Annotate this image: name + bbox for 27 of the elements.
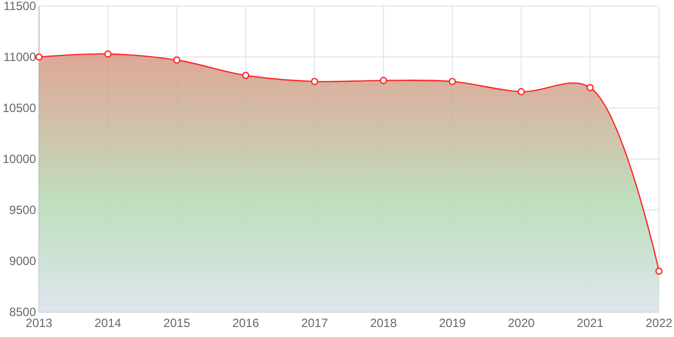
x-tick-label: 2022 [646, 316, 673, 330]
point [310, 78, 318, 86]
x-tick-label: 2015 [163, 316, 190, 330]
x-tick-label: 2019 [438, 316, 466, 330]
x-tick-label: 2014 [94, 316, 122, 330]
y-tick-label: 8500 [9, 305, 36, 319]
y-tick-label: 9500 [9, 203, 36, 217]
x-tick-label: 2016 [232, 316, 260, 330]
point [518, 88, 525, 96]
point [173, 56, 180, 64]
y-tick-label: 11500 [4, 0, 36, 13]
y-tick-label: 9000 [9, 254, 36, 268]
y-tick-label: 10000 [2, 152, 36, 166]
x-tick-label: 2017 [301, 316, 328, 330]
y-tick-label: 11000 [4, 50, 36, 64]
point [104, 50, 112, 58]
point [242, 72, 250, 80]
point [380, 76, 388, 84]
point [448, 78, 456, 86]
x-tick-label: 2018 [370, 316, 398, 330]
y-tick-label: 10500 [2, 101, 36, 115]
point [586, 84, 594, 92]
point [35, 53, 43, 61]
x-tick-label: 2013 [26, 316, 53, 330]
x-tick-label: 2020 [508, 316, 535, 330]
point [655, 268, 663, 275]
x-tick-label: 2021 [576, 316, 604, 330]
